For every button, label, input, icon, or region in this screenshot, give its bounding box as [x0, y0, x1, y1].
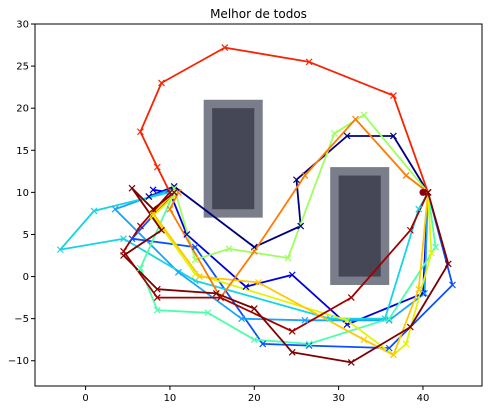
- y-tick-label: 25: [16, 62, 29, 73]
- y-tick-label: 30: [16, 20, 29, 31]
- chart-title: Melhor de todos: [210, 7, 307, 21]
- y-tick-label: 0: [23, 272, 29, 283]
- x-tick-label: 30: [332, 393, 345, 404]
- y-axis-ticks: −10 −5 0 5 10 15 20 25 30: [8, 20, 35, 368]
- x-tick-label: 20: [248, 393, 261, 404]
- obstacle-2-inner: [339, 176, 381, 277]
- y-tick-label: 10: [16, 188, 29, 199]
- data-point: [167, 206, 173, 212]
- data-point: [348, 295, 354, 301]
- data-point: [403, 173, 409, 179]
- x-tick-label: 40: [417, 393, 430, 404]
- data-point: [361, 337, 367, 343]
- y-tick-label: 15: [16, 146, 29, 157]
- y-tick-label: −5: [14, 314, 29, 325]
- y-tick-label: −10: [8, 356, 29, 367]
- data-point: [129, 185, 135, 191]
- obstacles: [204, 100, 390, 285]
- start-point: [419, 189, 426, 196]
- x-axis-ticks: 0 10 20 30 40: [82, 386, 429, 404]
- x-tick-label: 10: [164, 393, 177, 404]
- obstacle-1-inner: [212, 108, 254, 209]
- x-tick-label: 0: [82, 393, 88, 404]
- data-point: [361, 112, 367, 118]
- y-tick-label: 20: [16, 104, 29, 115]
- start-marker: [419, 189, 426, 196]
- y-tick-label: 5: [23, 230, 29, 241]
